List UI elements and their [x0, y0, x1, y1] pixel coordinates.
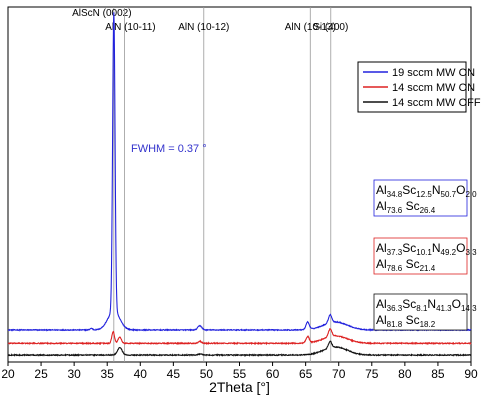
- composition-box: [373, 293, 468, 331]
- legend: 19 sccm MW ON 14 sccm MW ON 14 sccm MW OFF: [357, 61, 481, 113]
- x-tick-label: 25: [34, 367, 48, 381]
- composition-box: [373, 237, 468, 275]
- legend-label: 14 sccm MW OFF: [392, 97, 481, 109]
- reference-label: AlScN (0002): [72, 8, 131, 19]
- x-tick-label: 85: [431, 367, 445, 381]
- reference-lines: AlScN (0002) AlN (10-11) AlN (10-12) AlN (1…: [72, 7, 348, 362]
- x-tick-label: 65: [299, 367, 313, 381]
- x-tick-label: 75: [365, 367, 379, 381]
- x-tick-label: 45: [167, 367, 181, 381]
- x-axis: 20 25 30 35 40 45 50 55 60 65 70 75 80 85 90: [1, 362, 478, 381]
- reference-label: AlN (10-11): [105, 22, 155, 33]
- x-axis-title: 2Theta [°]: [209, 379, 270, 395]
- x-tick-label: 30: [67, 367, 81, 381]
- legend-label: 14 sccm MW ON: [392, 82, 475, 94]
- composition-text: Al36.3Sc8.1N41.3O14.3: [376, 297, 477, 313]
- reference-label: Si (400): [313, 22, 348, 33]
- x-tick-label: 80: [398, 367, 412, 381]
- fwhm-annotation: FWHM = 0.37 °: [131, 143, 207, 155]
- composition-text: Al81.8 Sc18.2: [376, 313, 436, 329]
- x-tick-label: 20: [1, 367, 15, 381]
- reference-label: AlN (10-12): [178, 22, 229, 33]
- x-tick-label: 40: [134, 367, 148, 381]
- composition-text: Al37.3Sc10.1N49.2O3.3: [376, 241, 477, 257]
- composition-box: [373, 179, 468, 217]
- x-tick-label: 90: [464, 367, 478, 381]
- series-line: [7, 328, 472, 346]
- legend-label: 19 sccm MW ON: [392, 67, 475, 79]
- composition-text: Al78.6 Sc21.4: [376, 257, 436, 273]
- reference-label: AlN (10-13): [285, 22, 336, 33]
- series-line: [7, 12, 472, 332]
- composition-text: Al73.6 Sc26.4: [376, 199, 436, 215]
- x-tick-label: 70: [332, 367, 346, 381]
- composition-text: Al34.8Sc12.5N50.7O2.0: [376, 183, 477, 199]
- series-line: [7, 340, 472, 358]
- x-tick-label: 60: [266, 367, 280, 381]
- x-tick-label: 50: [200, 367, 214, 381]
- x-tick-label: 55: [233, 367, 247, 381]
- x-tick-label: 35: [101, 367, 115, 381]
